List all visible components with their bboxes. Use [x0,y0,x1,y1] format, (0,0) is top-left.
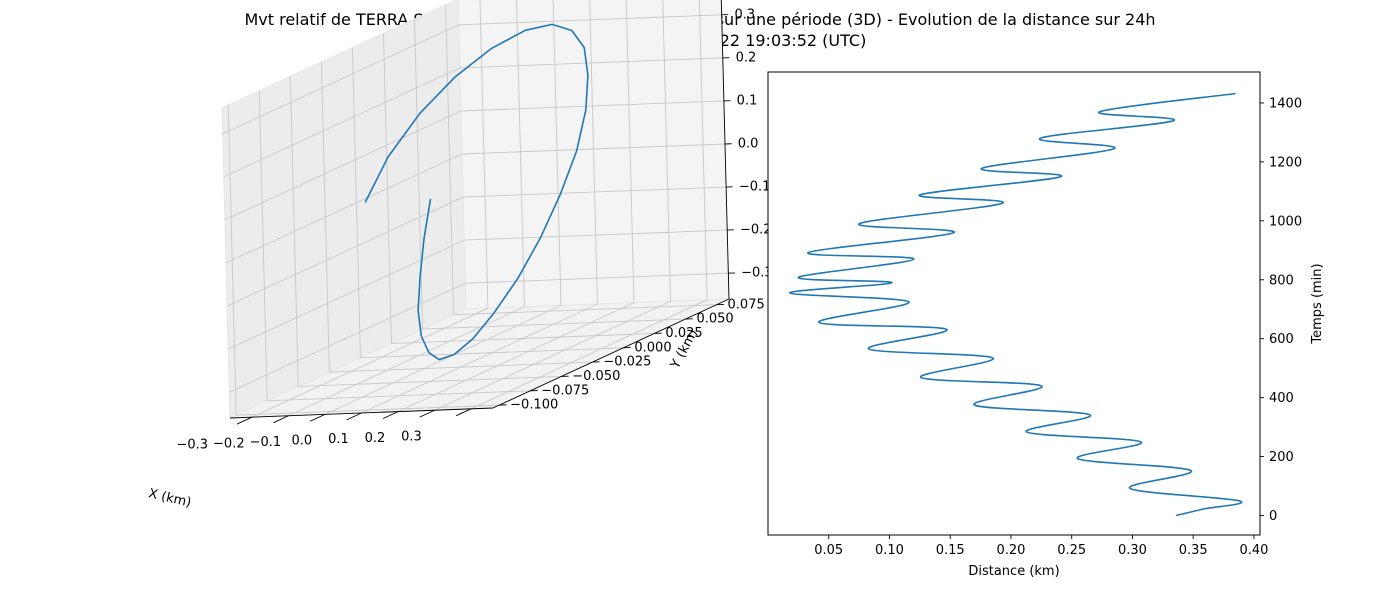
z-tick-label: −0.1 [739,180,771,195]
grid-line [222,24,459,135]
x-tick-label: 0.15 [936,543,965,558]
y-tick-label: −0.100 [510,398,558,413]
x-tick-label: 0.30 [1118,543,1147,558]
y-axis-line [492,298,730,409]
grid-line [397,302,635,413]
pane-left [221,0,467,419]
z-tick-label: −0.3 [741,266,773,281]
x-tick [273,415,289,424]
grid-line [329,361,593,373]
grid-line [461,143,726,155]
y-tick-label: −0.075 [541,383,589,398]
x-tick-label: 0.3 [401,429,422,444]
grid-line [453,304,717,316]
grid-line [470,299,708,410]
grid-line [226,196,464,307]
grid-line [465,272,729,284]
grid-line [229,282,466,393]
plot-3d: −0.3 −0.2 −0.1 0.0 0.1 0.2 0.3−0.100−0.075−0.0… [147,0,785,511]
x-tick [455,408,472,417]
grid-line [224,110,462,221]
grid-line [360,347,624,359]
grid-line [223,67,460,178]
y-tick-label: 0.075 [728,297,765,312]
grid-line [236,404,500,416]
z-tick-label: 0.2 [736,50,757,65]
x-tick [419,409,435,418]
grid-line [459,57,723,69]
grid-line [460,100,724,112]
z-tick-label: −0.2 [740,223,772,238]
z-tick-label: 0.0 [738,137,759,152]
y-tick-label: 200 [1269,450,1294,465]
y-tick-label: 0.050 [696,312,733,327]
x-tick-label: −0.2 [213,436,245,451]
x-tick-label: 0.40 [1239,543,1268,558]
x-tick-label: 0.20 [996,543,1025,558]
y-tick-label: 0.025 [665,326,702,341]
x-tick-label: −0.1 [250,435,282,450]
plot-distance-vs-time: 0.05 0.10 0.15 0.20 0.25 0.30 0.35 0.40 0 200 400 6… [767,71,1325,579]
plot-frame [767,71,1261,536]
grid-line [225,153,463,264]
grid-line [434,300,671,411]
y-tick-label: 800 [1269,273,1294,288]
x-tick [346,412,362,421]
x-tick-label: 0.1 [328,432,349,447]
grid-line [391,332,655,344]
x-tick-label: 0.2 [365,431,386,446]
grid-line [228,239,465,350]
x-tick-label: 0.35 [1179,543,1208,558]
x-tick-label: 0.0 [292,434,313,449]
x-tick [382,411,399,419]
grid-line [298,375,562,387]
grid-line [463,186,727,198]
y-tick-label: 400 [1269,391,1294,406]
y-tick-label: 600 [1269,332,1294,347]
y-tick-label: 1000 [1269,214,1302,229]
distance-line [789,92,1243,517]
grid-line [267,390,531,402]
y-tick-label: −0.050 [572,369,620,384]
grid-line [422,318,686,330]
orbit-line [364,23,589,361]
x-tick-label: −0.3 [177,438,209,453]
z-tick-label: 0.3 [734,7,755,22]
y-tick-label: 1400 [1269,96,1302,111]
x-tick-label: 0.05 [814,543,843,558]
grid-line [464,229,728,241]
x-tick [309,413,326,422]
y-tick-label: 0 [1269,509,1277,524]
x-tick-label: 0.10 [875,543,904,558]
z-tick-label: 0.1 [737,93,758,108]
grid-line [458,14,722,26]
x-axis-label: Distance (km) [968,564,1059,579]
y-tick-label: 1200 [1269,155,1302,170]
x-tick [236,416,253,425]
grid-line [361,303,598,414]
y-tick-label: 0.000 [634,340,671,355]
y-axis-label: Temps (min) [1310,263,1325,344]
grid-line [251,307,489,418]
y-tick-label: −0.025 [603,355,651,370]
grid-line [324,304,562,415]
x-axis-label: X (km) [147,486,193,510]
x-tick-label: 0.25 [1057,543,1086,558]
